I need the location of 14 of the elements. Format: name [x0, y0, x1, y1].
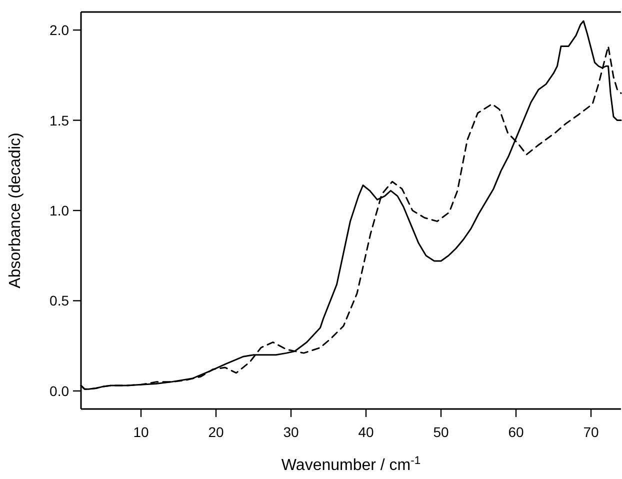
x-tick-label: 60 — [508, 424, 524, 440]
x-tick-label: 20 — [208, 424, 224, 440]
x-tick-label: 40 — [358, 424, 374, 440]
x-axis-title: Wavenumber / cm$^{-1}$ — [281, 455, 421, 474]
y-tick-label: 0.0 — [50, 382, 70, 399]
x-tick-label: 30 — [283, 424, 299, 440]
y-tick-label: 2.0 — [50, 22, 70, 38]
y-axis-title: Absorbance (decadic) — [7, 132, 24, 288]
y-tick-label: 1.5 — [50, 112, 70, 128]
x-tick-label: 70 — [583, 424, 599, 440]
y-tick-label: 0.5 — [50, 292, 70, 309]
x-tick-label: 50 — [433, 424, 449, 440]
y-tick-label: 1.0 — [50, 202, 70, 218]
x-tick-label: 10 — [133, 424, 149, 440]
